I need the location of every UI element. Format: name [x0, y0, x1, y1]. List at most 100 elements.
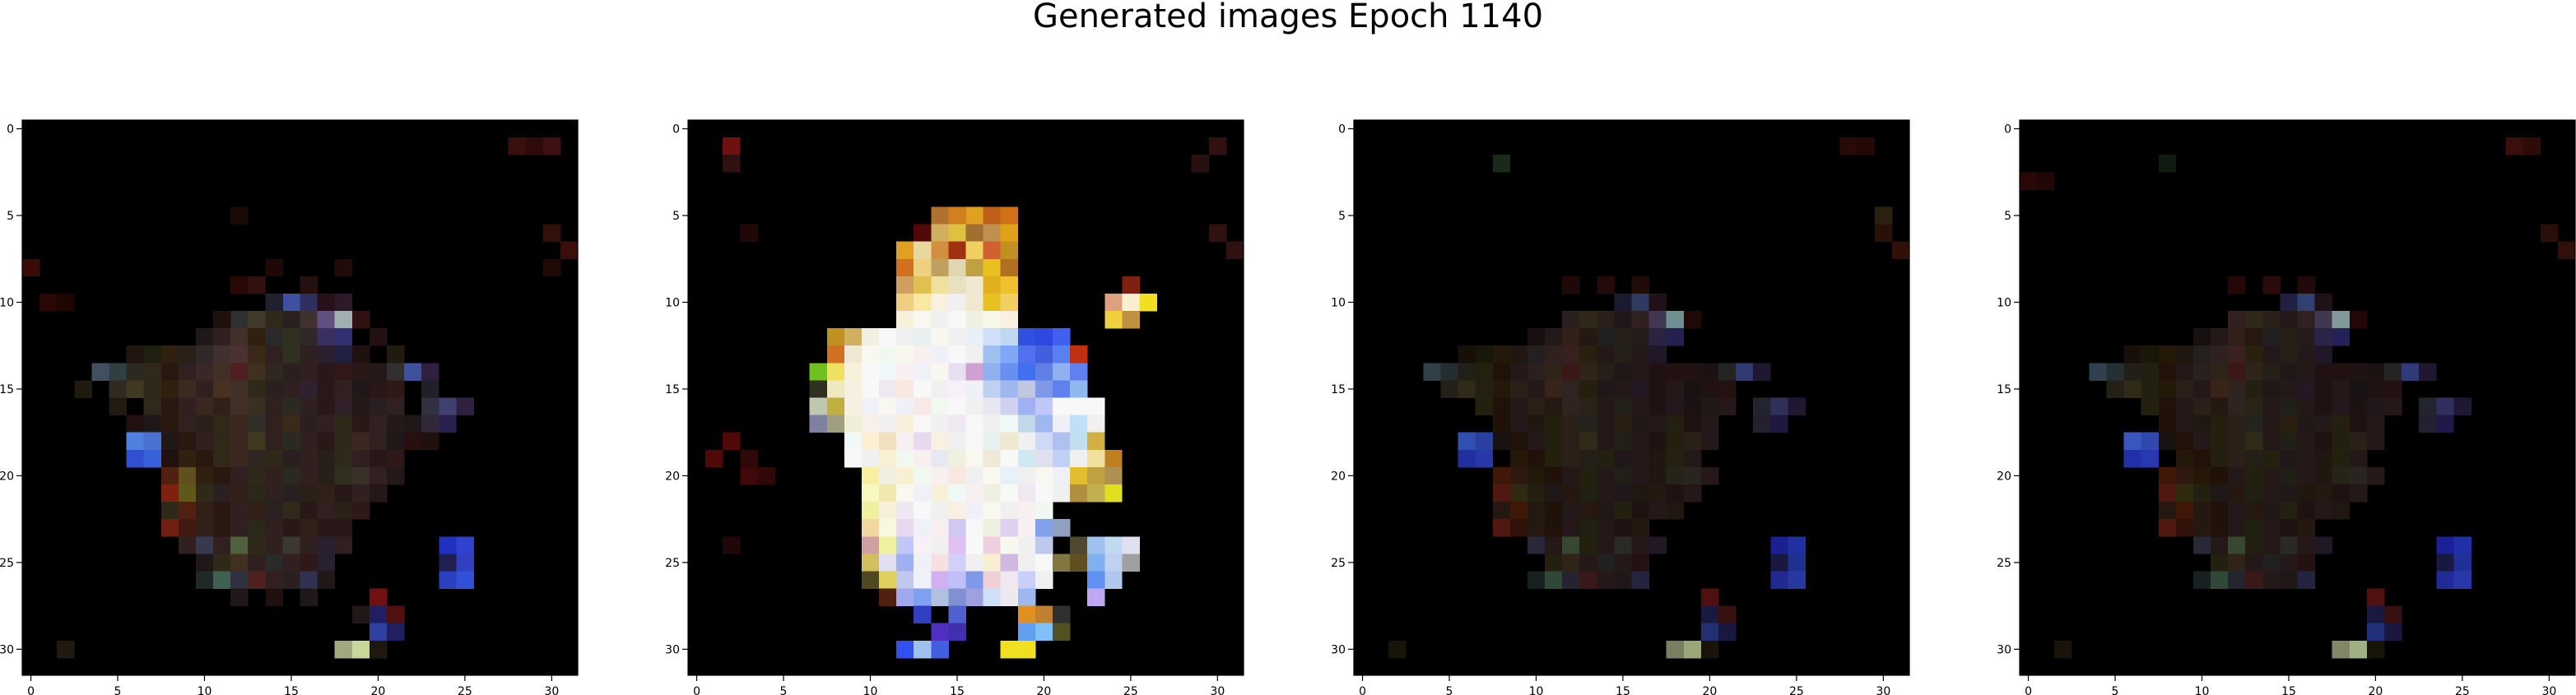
image-pixel: [1648, 449, 1667, 468]
image-pixel: [1597, 397, 1615, 415]
image-pixel: [195, 519, 214, 537]
image-pixel: [386, 449, 405, 468]
image-pixel: [914, 224, 932, 243]
image-pixel: [230, 588, 249, 607]
image-pixel: [2297, 466, 2315, 485]
image-pixel: [2158, 345, 2177, 364]
image-pixel: [1000, 432, 1019, 451]
x-tick-label: 5: [114, 685, 122, 695]
image-pixel: [931, 328, 949, 346]
image-pixel: [1087, 536, 1105, 554]
image-pixel: [896, 536, 914, 554]
x-tick-label: 20: [2369, 685, 2383, 695]
image-pixel: [126, 432, 145, 451]
image-pixel: [983, 311, 1002, 329]
image-pixel: [213, 484, 231, 503]
image-pixel: [1527, 328, 1546, 346]
subplot-4: 0 5 10 15 20 25 30 0 5 10 15 20 25 30: [1997, 119, 2576, 695]
image-pixel: [1104, 466, 1123, 485]
image-pixel: [914, 466, 932, 485]
image-pixel: [334, 519, 353, 537]
image-pixel: [861, 536, 880, 554]
image-pixel: [230, 571, 249, 589]
image-pixel: [456, 397, 474, 415]
image-pixel: [282, 293, 300, 312]
image-pixel: [2228, 484, 2246, 503]
image-pixel: [2158, 502, 2177, 520]
image-pixel: [1614, 415, 1632, 433]
y-tick-label: 25: [0, 557, 14, 570]
image-pixel: [1087, 449, 1105, 468]
image-pixel: [2349, 415, 2368, 433]
image-pixel: [351, 363, 370, 381]
image-pixel: [2228, 397, 2246, 415]
image-pixel: [1000, 536, 1019, 554]
image-pixel: [265, 397, 283, 415]
image-pixel: [879, 554, 897, 572]
image-pixel: [439, 397, 457, 415]
image-pixel: [1052, 397, 1071, 415]
image-pixel: [2175, 466, 2194, 485]
image-pixel: [2245, 571, 2263, 589]
image-pixel: [1579, 519, 1597, 537]
image-pixel: [861, 380, 880, 398]
image-pixel: [1527, 466, 1546, 485]
image-pixel: [2158, 380, 2177, 398]
image-pixel: [265, 466, 283, 485]
image-pixel: [2211, 415, 2229, 433]
image-pixel: [1000, 241, 1019, 260]
image-pixel: [2280, 293, 2298, 312]
image-pixel: [1683, 484, 1702, 503]
image-pixel: [1648, 345, 1667, 364]
image-pixel: [282, 484, 300, 503]
image-pixel: [265, 484, 283, 503]
image-pixel: [1017, 363, 1036, 381]
image-pixel: [983, 502, 1002, 520]
image-pixel: [126, 345, 145, 364]
image-pixel: [2314, 466, 2333, 485]
image-pixel: [2123, 432, 2142, 451]
image-pixel: [265, 311, 283, 329]
image-pixel: [248, 536, 266, 554]
image-pixel: [2175, 380, 2194, 398]
image-pixel: [1052, 363, 1071, 381]
image-pixel: [1492, 345, 1511, 364]
image-pixel: [740, 466, 758, 485]
image-pixel: [2332, 415, 2350, 433]
image-pixel: [369, 363, 388, 381]
image-pixel: [542, 258, 561, 277]
image-pixel: [2192, 484, 2211, 503]
image-pixel: [1545, 536, 1563, 554]
image-pixel: [2383, 380, 2402, 398]
image-pixel: [1070, 397, 1088, 415]
image-pixel: [861, 345, 880, 364]
image-pixel: [2141, 449, 2160, 468]
image-pixel: [2141, 380, 2160, 398]
axes-frame: [21, 119, 579, 676]
image-pixel: [265, 519, 283, 537]
image-pixel: [248, 571, 266, 589]
image-pixel: [1614, 536, 1632, 554]
image-pixel: [2297, 536, 2315, 554]
image-pixel: [1631, 380, 1649, 398]
x-tick-label: 10: [1529, 685, 1544, 695]
image-pixel: [1631, 311, 1649, 329]
image-pixel: [2175, 484, 2194, 503]
image-pixel: [2366, 363, 2385, 381]
image-pixel: [1545, 345, 1563, 364]
image-pixel: [369, 588, 388, 607]
image-pixel: [334, 415, 353, 433]
image-pixel: [1770, 554, 1788, 572]
image-pixel: [965, 206, 983, 225]
image-pixel: [861, 328, 880, 346]
image-pixel: [1017, 571, 1036, 589]
image-pixel: [1035, 519, 1053, 537]
image-pixel: [2228, 345, 2246, 364]
image-pixel: [2366, 432, 2385, 451]
image-pixel: [2280, 571, 2298, 589]
x-tick-label: 0: [2025, 685, 2032, 695]
image-pixel: [879, 415, 897, 433]
image-pixel: [2175, 363, 2194, 381]
image-pixel: [2245, 484, 2263, 503]
image-pixel: [965, 588, 983, 607]
